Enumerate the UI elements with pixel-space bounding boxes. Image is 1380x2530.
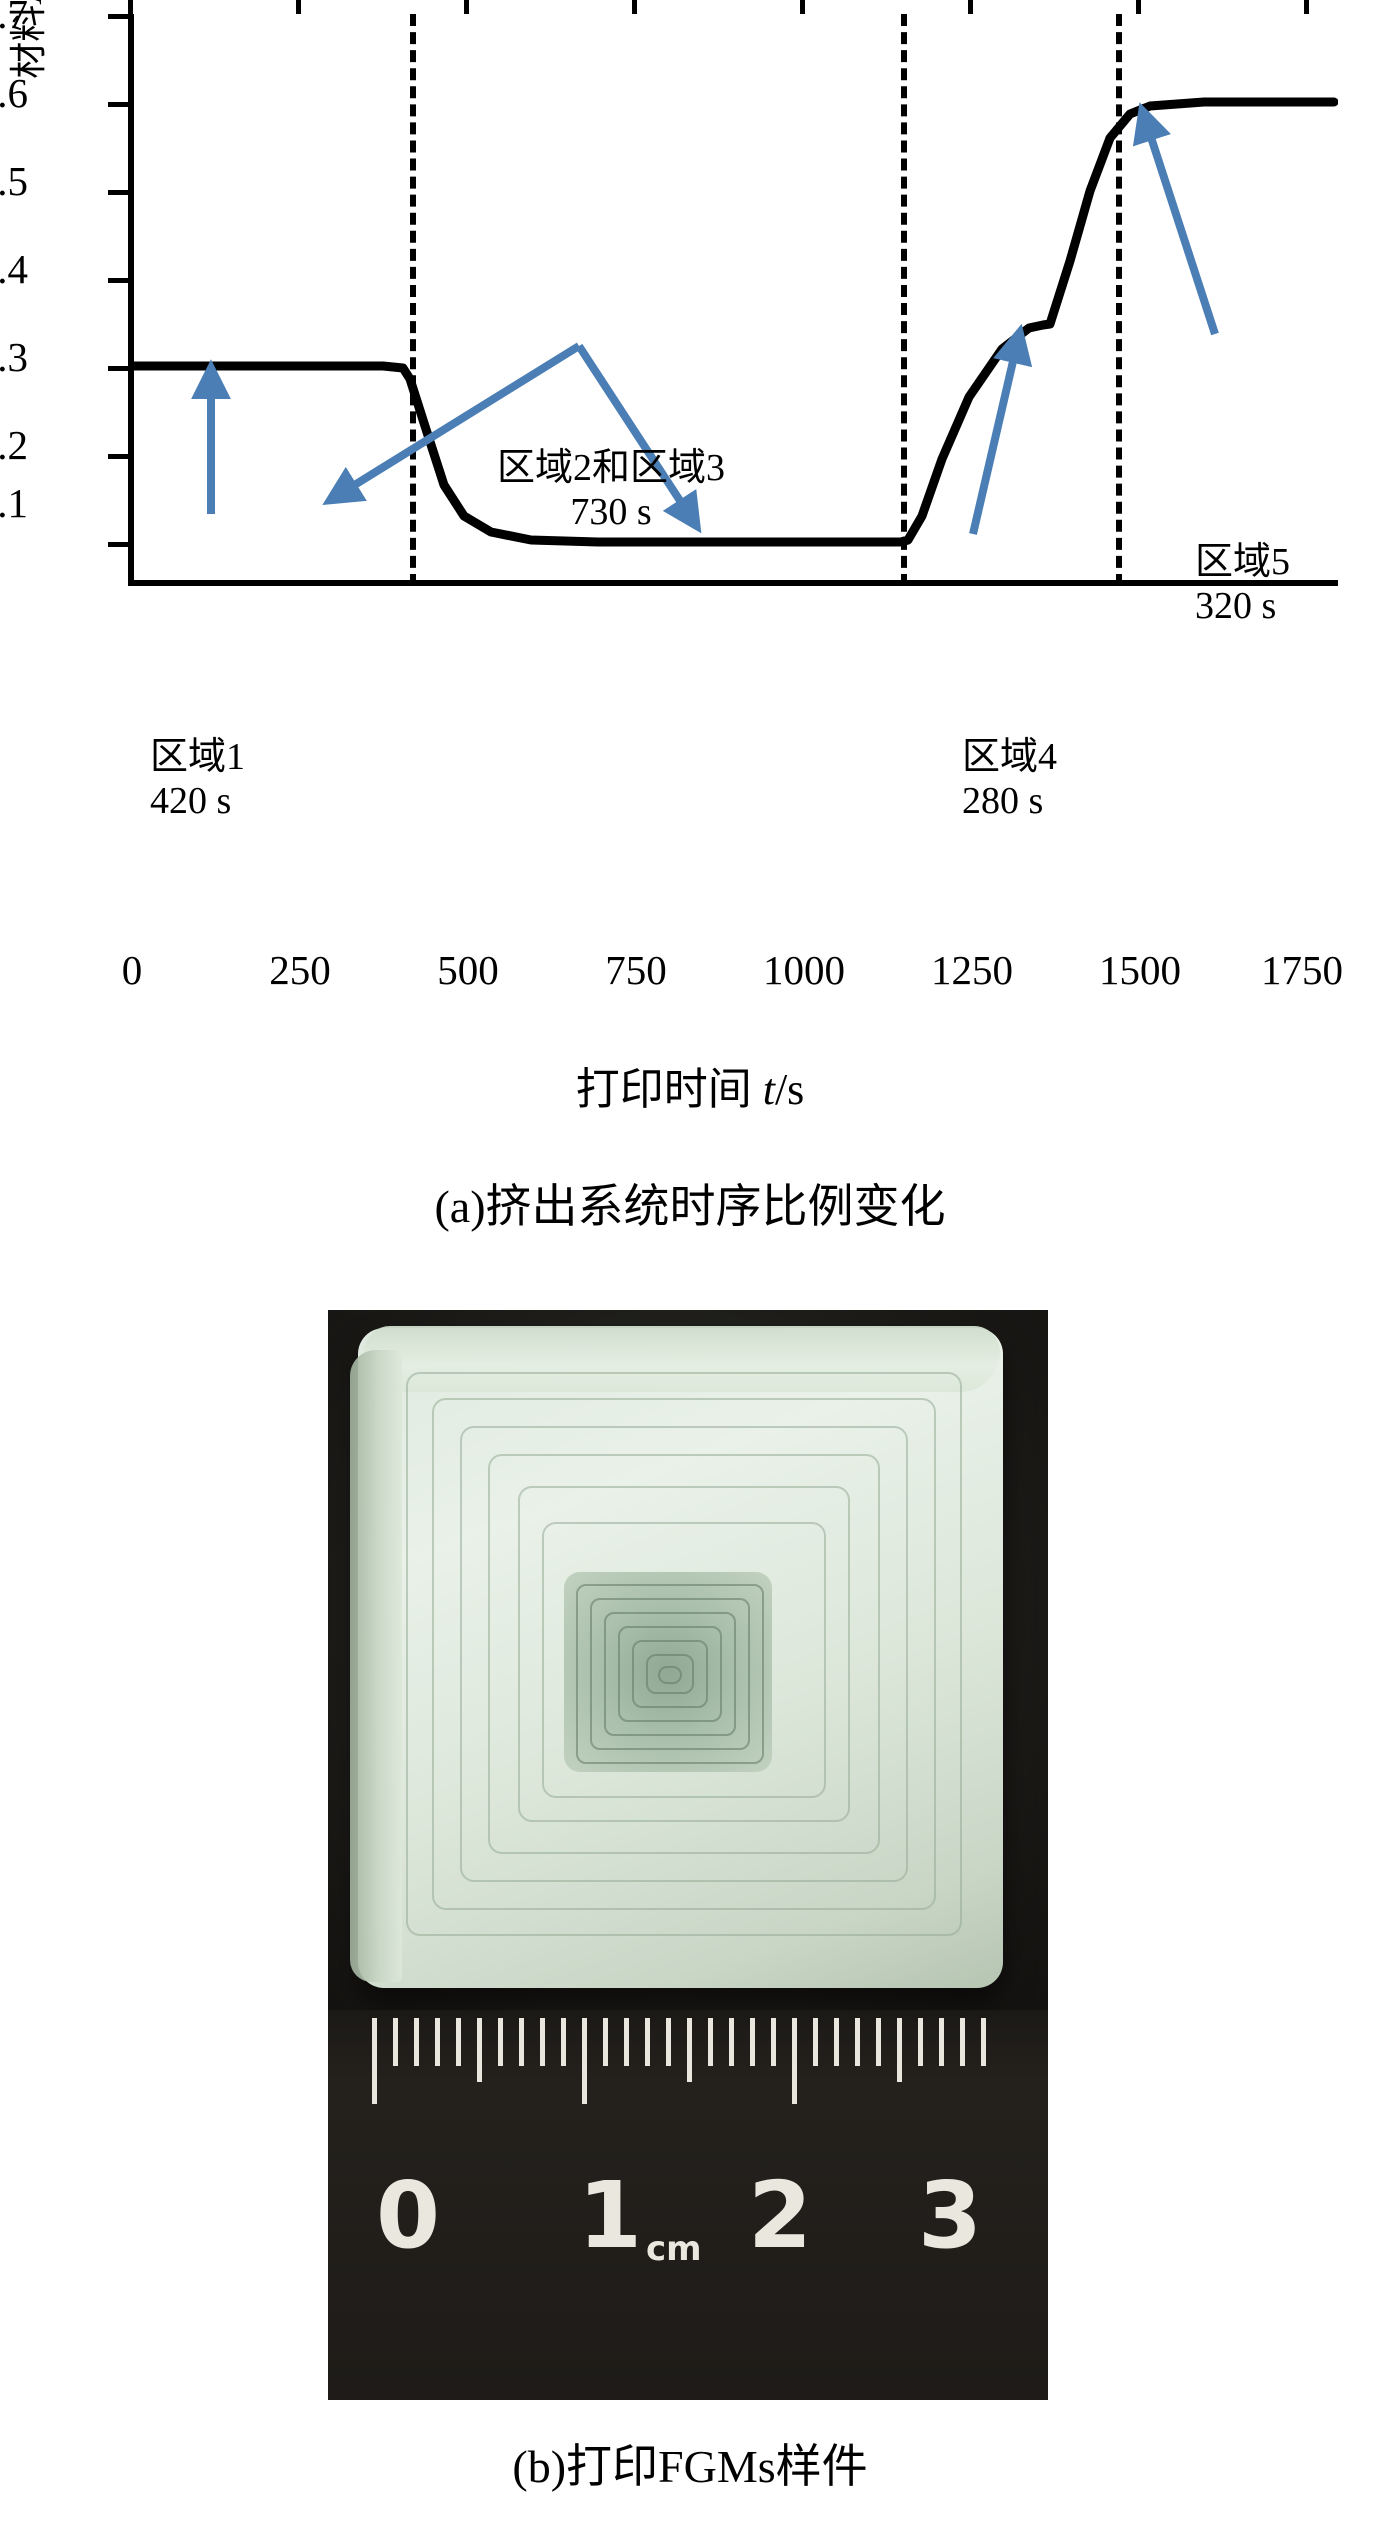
layer-ring <box>542 1522 826 1798</box>
x-tick-mark-1250 <box>968 0 973 14</box>
annotation-region2and3-value: 730 s <box>570 491 652 533</box>
annotation-region4-label: 区域4 <box>962 736 1058 778</box>
divider-line-1150 <box>901 14 907 586</box>
x-tick-label-1750: 1750 <box>1261 947 1343 993</box>
x-tick-label-250: 250 <box>269 947 331 993</box>
x-axis-title-suffix: /s <box>774 1065 805 1114</box>
core-layer-ring <box>632 1640 708 1708</box>
plot-area <box>108 0 1338 586</box>
x-tick-label-500: 500 <box>437 947 499 993</box>
layer-ring <box>460 1426 908 1882</box>
x-axis-line <box>128 580 1338 586</box>
ruler-unit-cm: cm <box>646 2229 702 2269</box>
x-tick-label-750: 750 <box>605 947 667 993</box>
y-tick-mark-0.6 <box>108 102 128 107</box>
caption-panel-a: (a)挤出系统时序比例变化 <box>434 1181 946 1232</box>
core-layer-ring <box>658 1666 682 1684</box>
x-axis-title-italic: t <box>762 1065 775 1114</box>
y-tick-mark-0.3 <box>108 366 128 371</box>
ruler-number-3: 3 <box>918 2162 983 2269</box>
ruler-number-0: 0 <box>376 2162 441 2269</box>
core-layer-ring <box>604 1612 736 1736</box>
y-tick-label-0.3: 0.3 <box>0 334 28 380</box>
x-tick-label-1250: 1250 <box>931 947 1013 993</box>
x-tick-mark-0 <box>128 0 133 14</box>
y-axis-line <box>128 14 134 586</box>
layer-ring <box>518 1486 850 1822</box>
y-tick-mark-0.7 <box>108 14 128 19</box>
y-tick-mark-0.5 <box>108 190 128 195</box>
x-tick-mark-1000 <box>800 0 805 14</box>
y-tick-mark-0.2 <box>108 454 128 459</box>
annotation-region4: 区域4 280 s <box>962 735 1057 823</box>
y-tick-label-0.2: 0.2 <box>0 422 28 468</box>
arrow-region3 <box>575 343 702 534</box>
layer-ring <box>432 1398 936 1910</box>
y-tick-label-0.6: 0.6 <box>0 70 28 116</box>
panel-a-chart: 材料A所占比例 y(t) 0.7 0.6 0.5 0.4 0.3 0.2 0.1 <box>0 0 1380 1010</box>
x-tick-mark-250 <box>296 0 301 14</box>
divider-line-420 <box>410 14 416 586</box>
layer-ring <box>488 1454 880 1854</box>
divider-line-1470 <box>1116 14 1122 586</box>
annotation-region1: 区域1 420 s <box>150 735 245 823</box>
y-tick-label-0.5: 0.5 <box>0 158 28 204</box>
ruler-number-1: 1 <box>578 2162 643 2269</box>
y-tick-mark-0.1 <box>108 542 128 547</box>
y-tick-mark-0.4 <box>108 278 128 283</box>
x-axis-title-prefix: 打印时间 <box>575 1065 763 1114</box>
x-tick-label-1500: 1500 <box>1099 947 1181 993</box>
annotation-region5-label: 区域5 <box>1195 541 1291 583</box>
ruler-tick-marks <box>372 2018 992 2106</box>
annotation-region1-value: 420 s <box>150 780 232 822</box>
core-layer-ring <box>576 1584 764 1764</box>
ruler-area: 0 1 2 3 cm <box>328 2010 1048 2400</box>
cube-left-edge <box>350 1350 402 1982</box>
core-layer-ring <box>590 1598 750 1750</box>
y-tick-label-0.1: 0.1 <box>0 480 28 526</box>
y-tick-label-0.4: 0.4 <box>0 246 28 292</box>
caption-panel-b: (b)打印FGMs样件 <box>512 2441 868 2492</box>
annotation-region4-value: 280 s <box>962 780 1044 822</box>
layer-ring <box>406 1372 962 1936</box>
fgms-sample-photo: 0 1 2 3 cm <box>328 1310 1048 2400</box>
curve-series-y <box>128 97 1338 547</box>
x-tick-mark-750 <box>632 0 637 14</box>
x-tick-mark-1500 <box>1136 0 1141 14</box>
annotation-region1-label: 区域1 <box>150 736 246 778</box>
cube-top-edge <box>364 1326 1000 1392</box>
annotation-region5-value: 320 s <box>1195 585 1277 627</box>
x-axis-title: 打印时间 t/s <box>0 1053 1380 1117</box>
annotation-region2and3: 区域2和区域3 730 s <box>497 446 725 534</box>
core-layer-ring <box>618 1626 722 1722</box>
x-tick-label-1000: 1000 <box>763 947 845 993</box>
annotation-region2and3-label: 区域2和区域3 <box>497 447 726 489</box>
arrow-region4 <box>969 323 1033 535</box>
arrow-region5 <box>1132 102 1219 336</box>
ruler-number-2: 2 <box>748 2162 813 2269</box>
photo-sample-area <box>328 1310 1048 2010</box>
x-tick-mark-500 <box>464 0 469 14</box>
x-tick-label-0: 0 <box>121 947 143 993</box>
panel-b-photo: 0 1 2 3 cm <box>328 1310 1048 2400</box>
y-tick-label-0.7: 0.7 <box>0 0 28 37</box>
arrow-region2 <box>322 342 582 505</box>
annotation-arrows <box>191 102 1219 535</box>
x-tick-mark-1750 <box>1304 0 1309 14</box>
core-layer-ring <box>646 1654 694 1694</box>
annotation-region5: 区域5 320 s <box>1195 540 1290 628</box>
